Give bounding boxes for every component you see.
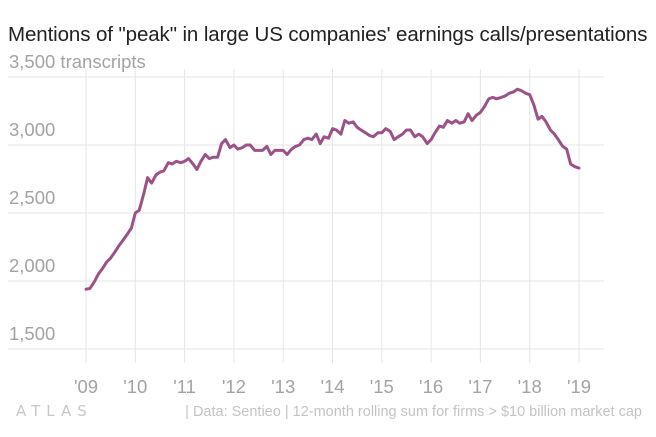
gridlines (8, 69, 604, 363)
y-tick-label: 1,500 (9, 323, 55, 344)
x-tick-label: '12 (222, 376, 246, 397)
y-tick-label: 2,500 (9, 187, 55, 208)
series-layer (84, 87, 581, 291)
x-tick-label: '18 (518, 376, 542, 397)
y-axis-tick-labels: 1,500 2,000 2,500 3,000 3,500 transcripts (9, 51, 146, 344)
x-tick-label: '15 (370, 376, 394, 397)
x-tick-label: '09 (74, 376, 98, 397)
x-axis-tick-labels: '09 '10 '11 '12 '13 '14 '15 '16 '17 '18 '19 (74, 376, 591, 397)
x-tick-label: '16 (419, 376, 443, 397)
x-tick-label: '14 (320, 376, 344, 397)
x-tick-label: '17 (468, 376, 492, 397)
y-tick-label: 3,000 (9, 119, 55, 140)
chart-title: Mentions of "peak" in large US companies… (8, 23, 648, 46)
series-line (84, 87, 581, 291)
x-tick-label: '11 (173, 376, 196, 397)
source-note: | Data: Sentieo | 12-month rolling sum f… (185, 404, 642, 420)
y-tick-label: 3,500 transcripts (9, 51, 146, 72)
y-tick-label: 2,000 (9, 255, 55, 276)
x-tick-label: '13 (271, 376, 295, 397)
atlas-logo: ATLAS (16, 402, 93, 420)
chart-footer: ATLAS | Data: Sentieo | 12-month rolling… (0, 402, 656, 426)
x-tick-label: '19 (567, 376, 591, 397)
x-tick-label: '10 (123, 376, 147, 397)
